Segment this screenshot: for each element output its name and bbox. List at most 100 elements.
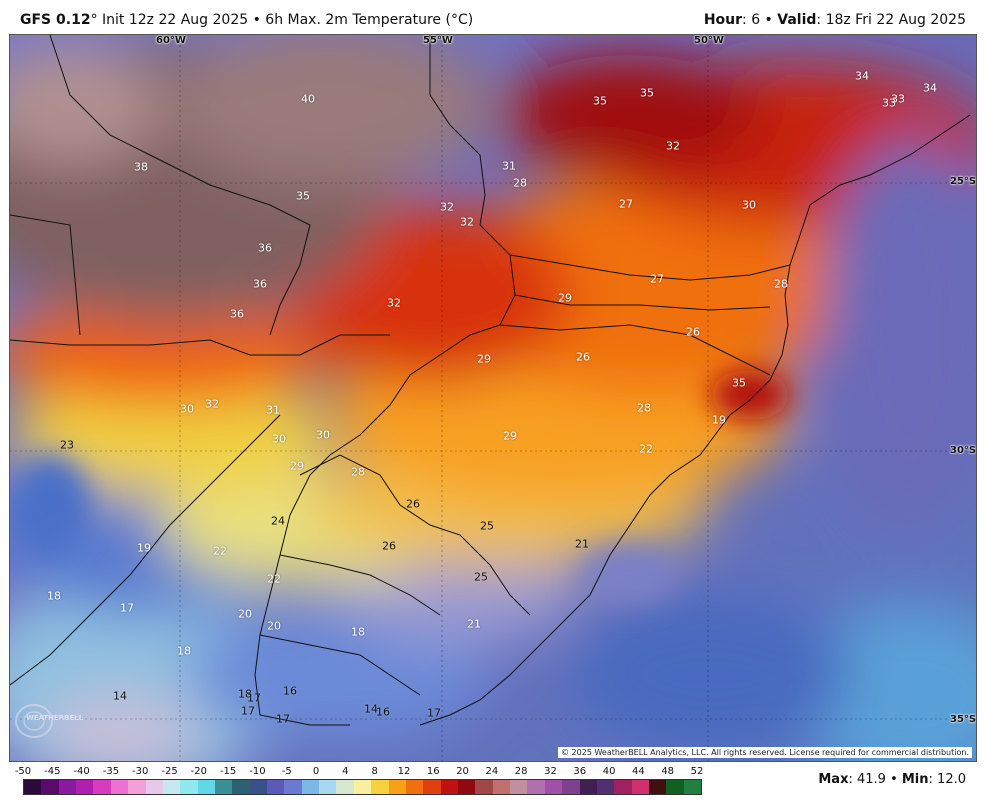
max-label: Max <box>818 772 849 787</box>
temp-value: 30 <box>180 402 194 416</box>
temp-value: 28 <box>513 176 527 190</box>
min-value: : 12.0 <box>928 772 966 787</box>
lat-label-35s: 35°S <box>950 714 977 725</box>
logo-swirl-icon <box>15 704 53 738</box>
color-bar-segment <box>24 780 42 794</box>
temp-value: 28 <box>637 401 651 415</box>
temp-value: 35 <box>296 189 310 203</box>
temperature-field <box>10 35 976 761</box>
color-bar-segment <box>648 780 667 794</box>
lon-label-55w: 55°W <box>423 35 453 46</box>
legend-tick-label: 36 <box>573 766 587 777</box>
map-header: GFS 0.12° Init 12z 22 Aug 2025 • 6h Max.… <box>0 0 984 34</box>
temp-value: 36 <box>230 307 244 321</box>
temp-value: 20 <box>267 619 281 633</box>
temp-value: 32 <box>666 139 680 153</box>
color-bar-segment <box>683 780 702 794</box>
temp-value: 17 <box>427 706 441 720</box>
color-bar-segment <box>596 780 615 794</box>
temp-value: 22 <box>267 572 281 586</box>
legend-tick-label: 44 <box>632 766 645 777</box>
color-bar-segment <box>440 780 458 794</box>
copyright-notice: © 2025 WeatherBELL Analytics, LLC. All r… <box>558 747 972 758</box>
color-bar-segment <box>180 780 198 794</box>
temp-value: 33 <box>891 92 905 106</box>
color-bar-segment <box>405 780 424 794</box>
temp-value: 17 <box>241 704 255 718</box>
color-bar-segment <box>614 780 632 794</box>
color-bar-segment <box>76 780 94 794</box>
legend-tick-label: 4 <box>342 766 349 777</box>
temp-value: 26 <box>576 350 590 364</box>
temp-value: 29 <box>290 459 304 473</box>
lat-label-30s: 30°S <box>950 445 977 456</box>
legend-tick-label: 20 <box>456 766 469 777</box>
legend-tick-label: 0 <box>312 766 320 777</box>
temp-value: 14 <box>364 702 378 716</box>
color-bar-segment <box>145 780 163 794</box>
temp-value: 24 <box>271 514 285 528</box>
temp-value: 18 <box>238 687 252 701</box>
temp-value: 19 <box>137 541 151 555</box>
color-legend: -50 -45 -40 -35 -30 -25 -20 -15 -10 -5 0 4 8 12 16 20 24… <box>0 762 984 808</box>
max-min-readout: Max: 41.9 • Min: 12.0 <box>818 772 966 787</box>
legend-tick-label: 12 <box>397 766 411 777</box>
lat-label-25s: 25°S <box>950 176 977 187</box>
temp-value: 16 <box>283 684 297 698</box>
temp-value: 26 <box>686 325 700 339</box>
temp-value: 34 <box>855 69 869 83</box>
legend-tick-label: -50 <box>14 766 32 777</box>
color-bar-segment <box>197 780 215 794</box>
valid-time: Hour: 6 • Valid: 18z Fri 22 Aug 2025 <box>704 12 966 28</box>
temp-value: 16 <box>376 705 390 719</box>
legend-tick-label: 16 <box>426 766 440 777</box>
color-bar-segment <box>388 780 406 794</box>
legend-tick-label: -45 <box>44 766 61 777</box>
temp-value: 32 <box>205 397 219 411</box>
temp-value: 19 <box>712 413 726 427</box>
color-bar-segment <box>284 780 302 794</box>
legend-tick-label: 48 <box>661 766 675 777</box>
temp-value: 35 <box>593 94 607 108</box>
temp-value: 28 <box>774 277 788 291</box>
temp-value: 36 <box>253 277 267 291</box>
temperature-map[interactable]: 60°W 55°W 50°W 25°S 30°S 35°S 40 38 35 3… <box>9 34 977 762</box>
temp-value: 20 <box>238 607 252 621</box>
legend-tick-label: -10 <box>249 766 266 777</box>
weatherbell-logo: WEATHERBELL <box>14 700 83 742</box>
valid-label: Valid <box>777 12 817 28</box>
temp-value: 17 <box>247 691 261 705</box>
color-bar <box>23 779 702 795</box>
temp-value: 25 <box>480 519 494 533</box>
color-bar-segment <box>457 780 476 794</box>
temp-value: 17 <box>276 712 290 726</box>
legend-tick-label: 24 <box>485 766 499 777</box>
color-bar-segment <box>579 780 597 794</box>
legend-tick-label: 8 <box>371 766 378 777</box>
valid-value: : 18z Fri 22 Aug 2025 <box>816 12 966 28</box>
hour-value: : 6 • <box>742 12 778 28</box>
temp-value: 23 <box>60 438 74 452</box>
hour-label: Hour <box>703 12 743 28</box>
color-bar-segment <box>336 780 354 794</box>
color-bar-segment <box>423 780 441 794</box>
legend-tick-label: -40 <box>73 766 90 777</box>
coastline-and-borders <box>10 35 971 726</box>
temp-value: 40 <box>301 92 315 106</box>
temp-value: 32 <box>440 200 454 214</box>
temp-value: 26 <box>382 539 396 553</box>
color-bar-segment <box>58 780 77 794</box>
legend-tick-label: 40 <box>602 766 616 777</box>
lon-label-60w: 60°W <box>156 35 186 46</box>
color-bar-segment <box>128 780 146 794</box>
logo-text: WEATHERBELL <box>26 714 84 722</box>
color-bar-segment <box>666 780 684 794</box>
temp-value: 28 <box>351 465 365 479</box>
temp-value: 30 <box>272 432 286 446</box>
temp-value: 27 <box>650 272 664 286</box>
temp-value: 22 <box>639 442 653 456</box>
lon-label-50w: 50°W <box>694 35 724 46</box>
temp-value: 31 <box>502 159 516 173</box>
legend-tick-label: 32 <box>544 766 557 777</box>
model-title: GFS 0.12° Init 12z 22 Aug 2025 • 6h Max.… <box>20 12 473 28</box>
